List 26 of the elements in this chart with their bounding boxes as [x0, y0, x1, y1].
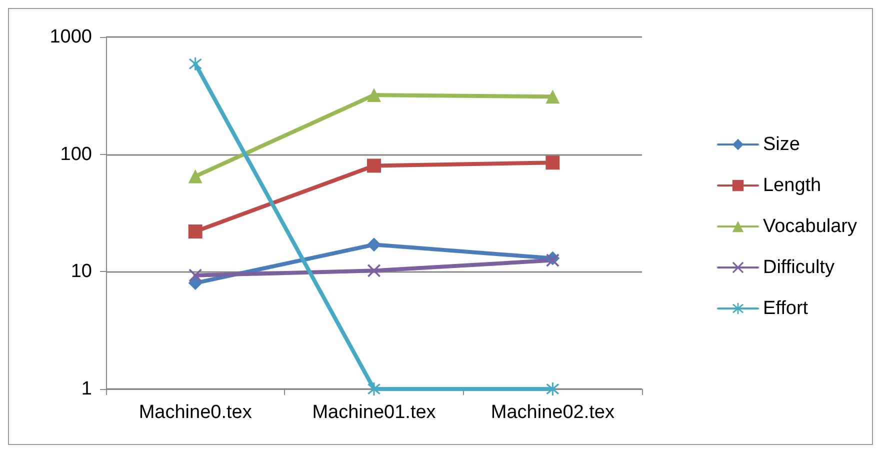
point	[188, 224, 202, 238]
point	[368, 264, 380, 278]
legend-label: Difficulty	[762, 257, 835, 278]
point	[188, 57, 202, 70]
point	[367, 238, 381, 252]
point	[546, 254, 560, 267]
point	[368, 382, 380, 396]
point	[546, 382, 560, 396]
legend-label: Size	[762, 134, 800, 155]
legend-label: Vocabulary	[762, 216, 858, 237]
point	[188, 169, 202, 184]
y-tick-label: 100	[60, 144, 92, 165]
x-tick-label: Machine0.tex	[138, 402, 252, 423]
point	[188, 268, 202, 282]
point	[188, 276, 202, 290]
point	[367, 158, 381, 173]
point	[546, 90, 560, 104]
legend-label: Length	[762, 175, 822, 196]
point	[367, 88, 381, 102]
legend-label: Effort	[762, 298, 809, 319]
x-tick-label: Machine01.tex	[312, 402, 436, 423]
x-tick-label: Machine02.tex	[490, 402, 615, 423]
point	[546, 156, 560, 170]
y-tick-label: 1	[81, 378, 92, 400]
y-tick-label: 1000	[50, 26, 92, 48]
y-tick-label: 10	[70, 261, 92, 282]
